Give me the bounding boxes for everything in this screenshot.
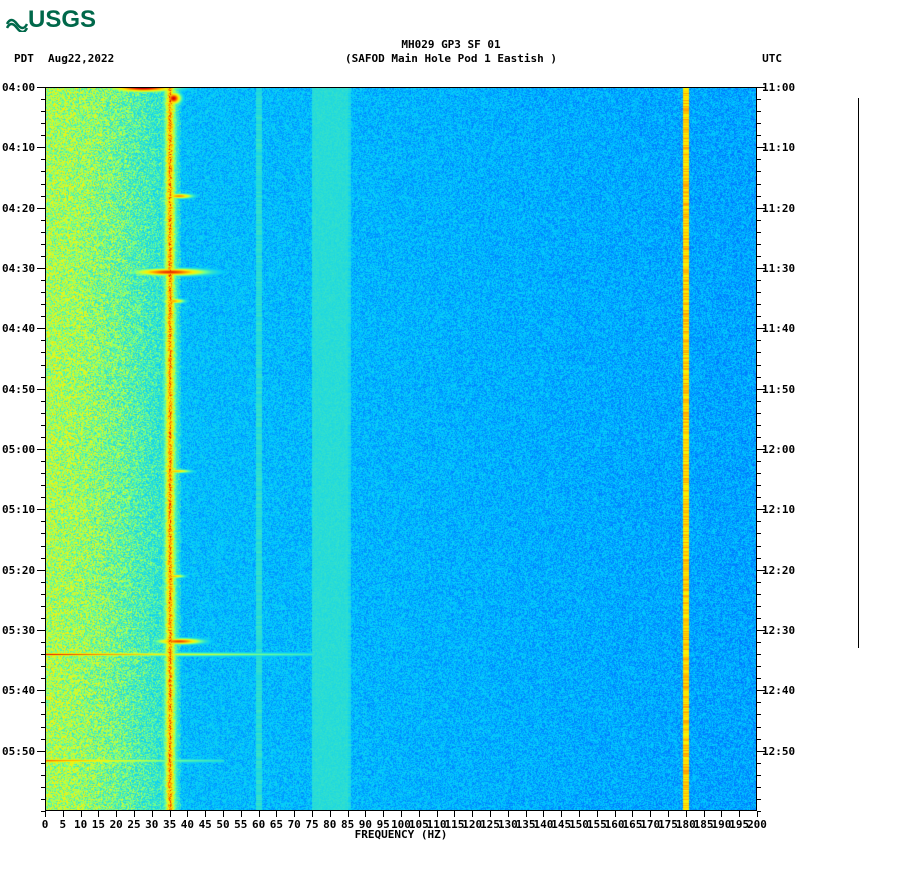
- y-left-label: 05:30: [2, 624, 42, 637]
- y-left-label: 05:00: [2, 443, 42, 456]
- y-right-label: 12:40: [762, 684, 802, 697]
- y-left-label: 05:20: [2, 564, 42, 577]
- y-right-label: 11:40: [762, 322, 802, 335]
- x-axis-title: FREQUENCY (HZ): [45, 828, 757, 841]
- y-left-label: 04:20: [2, 202, 42, 215]
- y-left-label: 04:10: [2, 141, 42, 154]
- y-left-label: 04:50: [2, 383, 42, 396]
- spectrogram-plot: [45, 87, 757, 811]
- right-timezone-label: UTC: [762, 52, 782, 65]
- date-label: Aug22,2022: [48, 52, 114, 65]
- y-left-label: 04:30: [2, 262, 42, 275]
- usgs-wave-icon: [6, 10, 28, 32]
- usgs-logo-text: USGS: [28, 6, 96, 33]
- y-right-label: 12:00: [762, 443, 802, 456]
- y-left-label: 04:00: [2, 81, 42, 94]
- y-left-label: 05:10: [2, 503, 42, 516]
- y-right-label: 12:10: [762, 503, 802, 516]
- y-right-label: 12:50: [762, 745, 802, 758]
- y-right-label: 11:00: [762, 81, 802, 94]
- y-right-label: 12:30: [762, 624, 802, 637]
- y-right-label: 11:30: [762, 262, 802, 275]
- y-left-label: 04:40: [2, 322, 42, 335]
- y-right-label: 11:20: [762, 202, 802, 215]
- y-left-label: 05:50: [2, 745, 42, 758]
- x-ticks: [45, 811, 757, 817]
- y-right-label: 12:20: [762, 564, 802, 577]
- usgs-logo: USGS: [6, 6, 96, 34]
- chart-title: MH029 GP3 SF 01: [0, 38, 902, 51]
- y-right-label: 11:10: [762, 141, 802, 154]
- y-right-label: 11:50: [762, 383, 802, 396]
- y-left-label: 05:40: [2, 684, 42, 697]
- spectrogram-canvas: [45, 87, 757, 811]
- colorbar-indicator: [858, 98, 859, 648]
- left-timezone-label: PDT: [14, 52, 34, 65]
